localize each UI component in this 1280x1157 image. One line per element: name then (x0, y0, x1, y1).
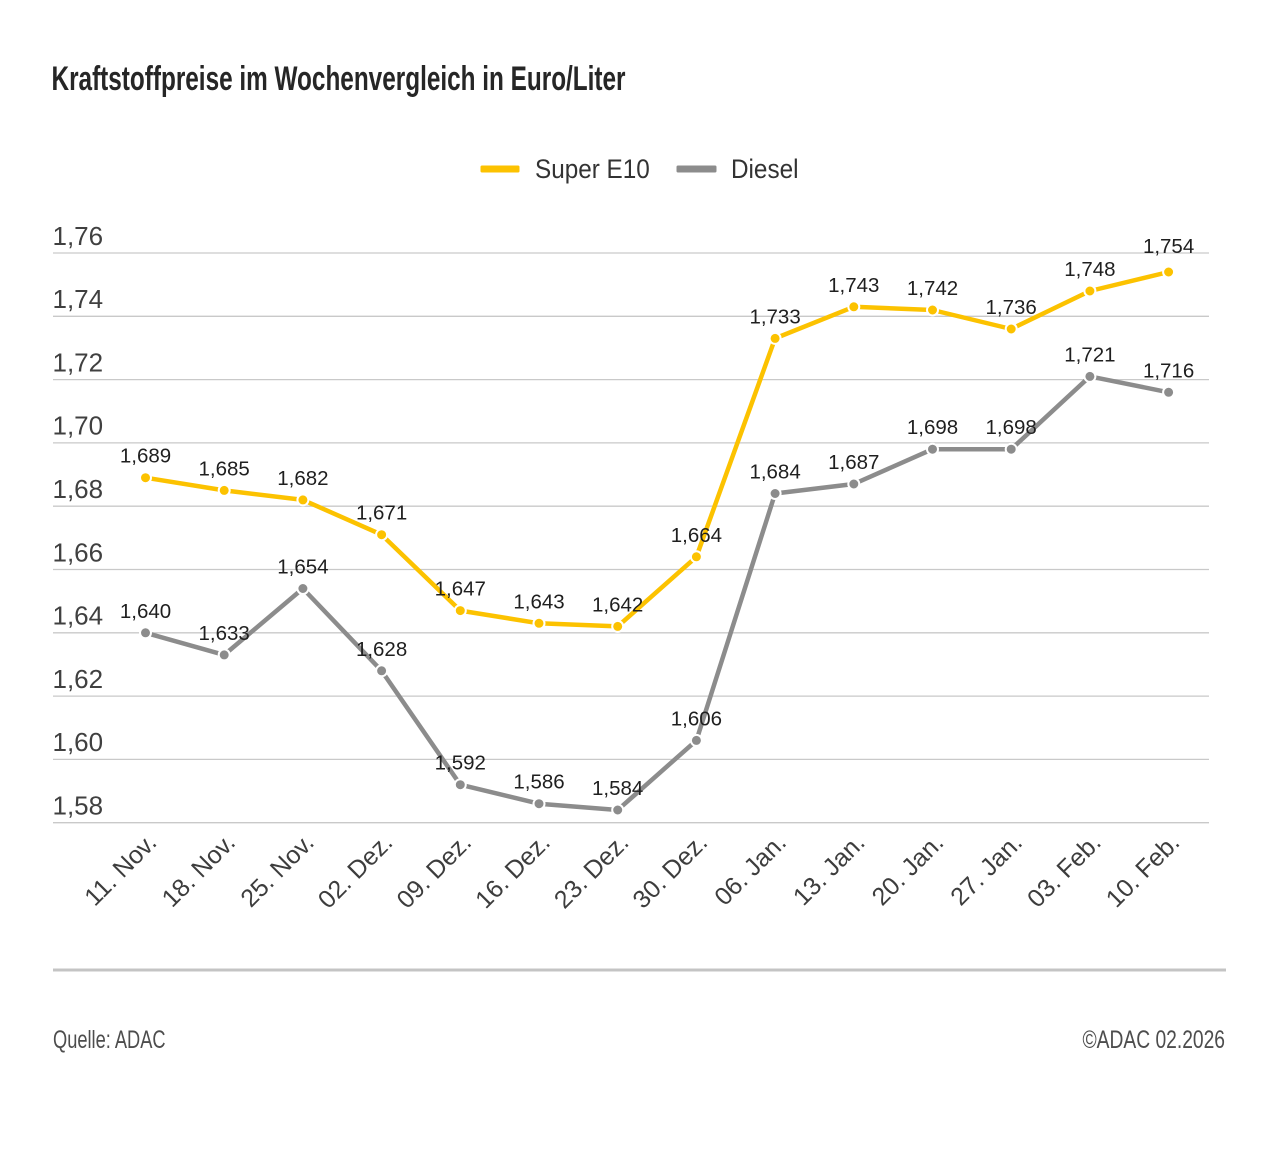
svg-text:1,685: 1,685 (199, 457, 250, 480)
svg-text:1,721: 1,721 (1064, 343, 1115, 366)
svg-text:1,68: 1,68 (53, 474, 104, 504)
svg-text:1,654: 1,654 (277, 556, 328, 579)
svg-text:1,633: 1,633 (199, 622, 250, 645)
svg-text:Super E10: Super E10 (535, 155, 650, 184)
svg-text:1,733: 1,733 (749, 305, 800, 328)
svg-text:Diesel: Diesel (731, 155, 798, 184)
svg-text:1,742: 1,742 (907, 277, 958, 300)
svg-text:1,671: 1,671 (356, 502, 407, 525)
svg-text:1,66: 1,66 (53, 537, 104, 567)
svg-text:1,62: 1,62 (53, 664, 104, 694)
svg-text:1,716: 1,716 (1143, 359, 1194, 382)
svg-text:©ADAC 02.2026: ©ADAC 02.2026 (1082, 1026, 1225, 1054)
svg-text:1,74: 1,74 (53, 284, 104, 314)
svg-text:1,640: 1,640 (120, 600, 171, 623)
svg-text:1,754: 1,754 (1143, 235, 1194, 258)
svg-text:1,743: 1,743 (828, 274, 879, 297)
svg-text:1,698: 1,698 (907, 416, 958, 439)
svg-text:1,748: 1,748 (1064, 258, 1115, 281)
svg-text:1,64: 1,64 (53, 601, 104, 631)
svg-text:Quelle: ADAC: Quelle: ADAC (53, 1025, 166, 1054)
svg-text:1,606: 1,606 (671, 707, 722, 730)
svg-text:1,689: 1,689 (120, 445, 171, 468)
svg-text:1,60: 1,60 (53, 727, 104, 757)
svg-text:1,684: 1,684 (749, 461, 800, 484)
svg-text:1,584: 1,584 (592, 777, 643, 800)
svg-text:Kraftstoffpreise im Wochenverg: Kraftstoffpreise im Wochenvergleich in E… (52, 60, 626, 98)
svg-text:1,628: 1,628 (356, 638, 407, 661)
svg-text:1,586: 1,586 (513, 771, 564, 794)
svg-text:1,687: 1,687 (828, 451, 879, 474)
svg-text:1,698: 1,698 (986, 416, 1037, 439)
svg-text:1,643: 1,643 (513, 590, 564, 613)
svg-text:1,664: 1,664 (671, 524, 722, 547)
svg-text:1,76: 1,76 (53, 221, 104, 251)
svg-text:1,592: 1,592 (435, 752, 486, 775)
svg-text:1,642: 1,642 (592, 593, 643, 616)
svg-text:1,70: 1,70 (53, 411, 104, 441)
svg-text:1,647: 1,647 (435, 578, 486, 601)
svg-text:1,72: 1,72 (53, 347, 104, 377)
svg-text:1,58: 1,58 (53, 791, 104, 821)
svg-text:1,736: 1,736 (986, 296, 1037, 319)
svg-text:1,682: 1,682 (277, 467, 328, 490)
